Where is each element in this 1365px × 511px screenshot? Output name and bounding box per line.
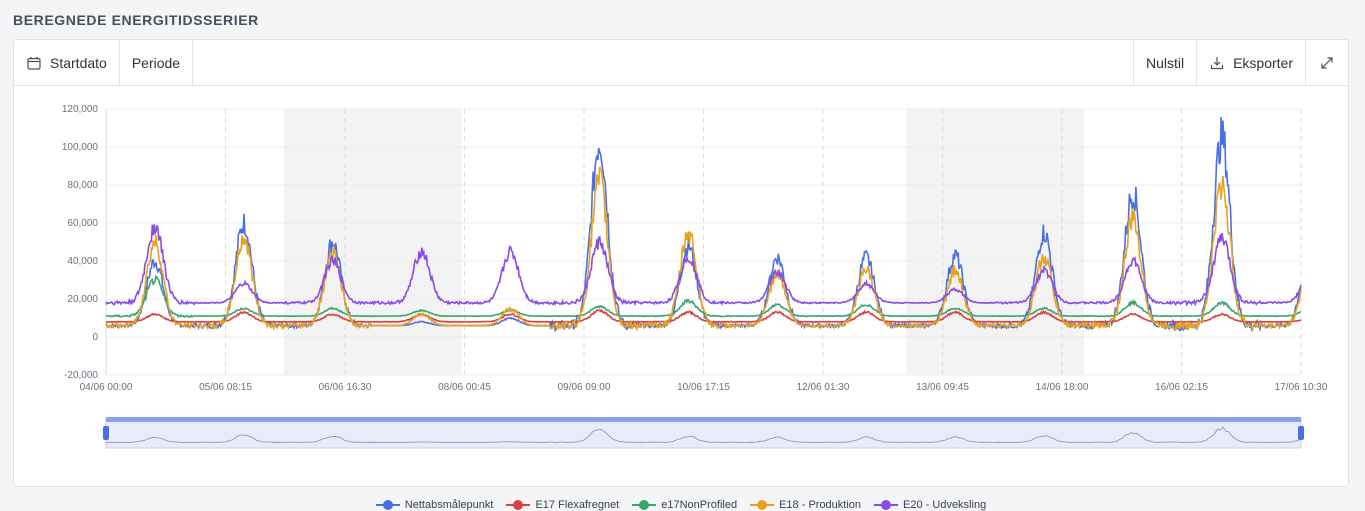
y-tick-label: 40,000	[67, 256, 98, 267]
period-label: Periode	[131, 54, 181, 71]
reset-button[interactable]: Nulstil	[1132, 40, 1196, 85]
y-tick-label: 20,000	[67, 294, 98, 305]
chart-card: Startdato Periode Nulstil Eksporter 120,…	[13, 39, 1349, 511]
x-tick-label: 17/06 10:30	[1275, 382, 1328, 393]
x-tick-label: 06/06 16:30	[319, 382, 372, 393]
y-tick-label: -20,000	[64, 370, 98, 381]
series-line	[105, 274, 1301, 319]
series-line	[105, 224, 1301, 307]
zoom-preview-line	[105, 426, 1301, 444]
fullscreen-button[interactable]	[1305, 40, 1348, 85]
chart-legend: Nettabsmålepunkt E17 Flexafregnet e17NonPr…	[14, 499, 1348, 511]
x-tick-label: 16/06 02:15	[1155, 382, 1208, 393]
series-line	[105, 166, 1302, 333]
x-tick-label: 08/06 00:45	[438, 382, 491, 393]
x-tick-label: 12/06 01:30	[797, 382, 850, 393]
zoom-handle-right[interactable]	[1298, 426, 1304, 440]
weekend-shading	[906, 109, 1085, 375]
zoom-top-bar[interactable]	[106, 417, 1301, 422]
y-tick-label: 100,000	[62, 142, 99, 153]
legend-label: E17 Flexafregnet	[535, 499, 620, 511]
startdate-label: Startdato	[50, 54, 107, 71]
y-tick-label: 60,000	[67, 218, 98, 229]
y-tick-label: 80,000	[67, 180, 98, 191]
energy-timeseries-chart[interactable]: 120,000 100,000 80,000 60,000 40,000 20,000 0 -…	[14, 86, 1348, 487]
startdate-button[interactable]: Startdato	[14, 40, 120, 85]
section-title: BEREGNEDE ENERGITIDSSERIER	[13, 12, 259, 28]
legend-item[interactable]: E20 - Udveksling	[874, 499, 986, 511]
legend-item[interactable]: e17NonProfiled	[632, 499, 737, 511]
legend-item[interactable]: Nettabsmålepunkt	[375, 499, 494, 511]
legend-label: E18 - Produktion	[779, 499, 862, 511]
legend-label: e17NonProfiled	[661, 499, 738, 511]
legend-item[interactable]: E17 Flexafregnet	[506, 499, 619, 511]
y-tick-label: 0	[92, 332, 98, 343]
weekend-shading	[283, 109, 462, 375]
chart-area: 120,000 100,000 80,000 60,000 40,000 20,000 0 -…	[14, 86, 1348, 511]
export-label: Eksporter	[1233, 54, 1293, 71]
legend-label: Nettabsmålepunkt	[404, 499, 494, 511]
y-tick-label: 120,000	[62, 104, 99, 115]
x-tick-label: 13/06 09:45	[916, 382, 969, 393]
zoom-window[interactable]	[105, 417, 1302, 449]
toolbar-spacer	[193, 40, 1133, 85]
x-tick-label: 04/06 00:00	[80, 382, 133, 393]
x-tick-label: 10/06 17:15	[677, 382, 730, 393]
expand-icon	[1319, 55, 1335, 71]
x-tick-label: 05/06 08:15	[199, 382, 252, 393]
x-tick-label: 14/06 18:00	[1036, 382, 1089, 393]
chart-toolbar: Startdato Periode Nulstil Eksporter	[14, 40, 1348, 86]
period-button[interactable]: Periode	[120, 40, 194, 85]
series-line	[105, 308, 1302, 323]
calendar-icon	[26, 55, 42, 71]
download-icon	[1209, 55, 1225, 71]
zoom-handle-left[interactable]	[103, 426, 109, 440]
legend-item[interactable]: E18 - Produktion	[750, 499, 861, 511]
x-tick-label: 09/06 09:00	[558, 382, 611, 393]
legend-label: E20 - Udveksling	[903, 499, 987, 511]
reset-label: Nulstil	[1145, 54, 1185, 71]
export-button[interactable]: Eksporter	[1196, 40, 1305, 85]
zoom-slider[interactable]	[103, 417, 1304, 449]
